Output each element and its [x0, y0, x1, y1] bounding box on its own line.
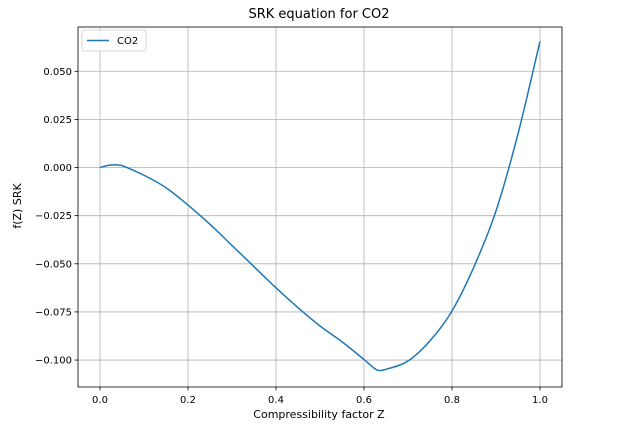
y-tick-label: 0.025 — [43, 115, 72, 126]
legend: CO2 — [81, 29, 147, 52]
x-axis-label: Compressibility factor Z — [253, 408, 385, 421]
y-tick-label: −0.025 — [35, 211, 72, 222]
x-tick-label: 0.0 — [92, 395, 108, 406]
axes: 0.0 0.2 0.4 0.6 0.8 1.0 −0.100 −0.075 −0.050 −0.0… — [35, 26, 563, 406]
y-tick-label: −0.050 — [35, 259, 72, 270]
legend-label-co2: CO2 — [117, 36, 138, 47]
y-tick-label: 0.000 — [43, 163, 72, 174]
x-tick-label: 0.4 — [268, 395, 284, 406]
series-line-co2 — [99, 41, 541, 372]
x-tick-label: 0.6 — [356, 395, 372, 406]
y-tick-label: 0.050 — [43, 67, 72, 78]
y-axis-label: f(Z) SRK — [11, 183, 24, 229]
chart-title: SRK equation for CO2 — [248, 7, 389, 22]
plot-area — [99, 41, 541, 372]
x-tick-label: 1.0 — [532, 395, 548, 406]
legend-box — [81, 29, 147, 52]
plot-frame — [77, 26, 563, 388]
grid-lines — [78, 27, 562, 387]
x-tick-label: 0.2 — [180, 395, 196, 406]
y-tick-label: −0.100 — [35, 356, 72, 367]
y-tick-label: −0.075 — [35, 307, 72, 318]
x-tick-label: 0.8 — [444, 395, 460, 406]
